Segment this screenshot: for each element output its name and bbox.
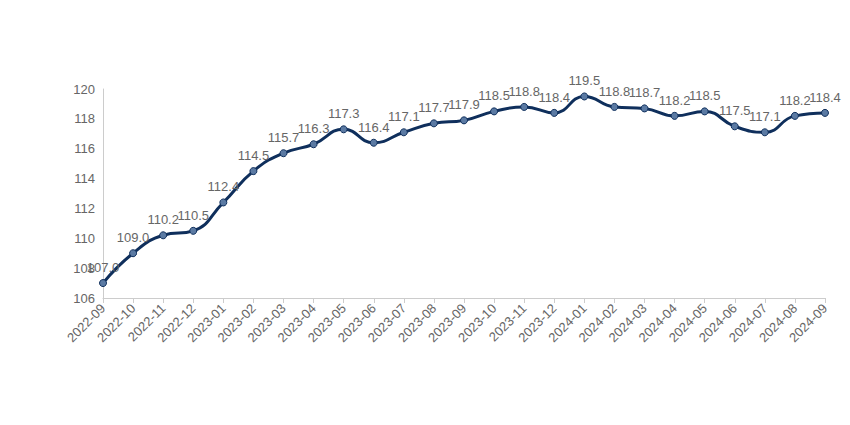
svg-text:110.2: 110.2 <box>147 212 179 227</box>
svg-text:2023-02: 2023-02 <box>214 300 259 345</box>
svg-text:116.4: 116.4 <box>358 120 390 135</box>
svg-text:2023-12: 2023-12 <box>515 300 560 345</box>
svg-text:2022-11: 2022-11 <box>124 300 169 345</box>
svg-text:118.4: 118.4 <box>809 90 841 105</box>
svg-text:117.1: 117.1 <box>388 109 420 124</box>
svg-text:2023-01: 2023-01 <box>184 300 229 345</box>
svg-text:2023-07: 2023-07 <box>364 300 410 345</box>
svg-text:115.7: 115.7 <box>268 130 300 145</box>
svg-text:2024-09: 2024-09 <box>786 301 830 345</box>
svg-text:112.4: 112.4 <box>208 179 240 194</box>
svg-text:112: 112 <box>74 201 95 216</box>
svg-text:114: 114 <box>74 171 95 186</box>
svg-text:117.7: 117.7 <box>418 100 450 115</box>
svg-text:114.5: 114.5 <box>238 148 270 163</box>
svg-text:118.2: 118.2 <box>779 93 811 108</box>
svg-text:118.2: 118.2 <box>659 93 691 108</box>
svg-text:109.0: 109.0 <box>117 230 150 245</box>
svg-text:2022-12: 2022-12 <box>154 300 199 345</box>
svg-text:2024-01: 2024-01 <box>545 300 590 345</box>
svg-text:2023-04: 2023-04 <box>274 300 319 345</box>
svg-text:117.1: 117.1 <box>749 109 781 124</box>
svg-text:117.9: 117.9 <box>448 97 480 112</box>
svg-text:2024-07: 2024-07 <box>725 300 771 345</box>
svg-text:2022-09: 2022-09 <box>64 300 109 345</box>
svg-text:119.5: 119.5 <box>569 73 601 88</box>
svg-text:2024-04: 2024-04 <box>635 300 680 345</box>
svg-text:118.7: 118.7 <box>629 85 661 100</box>
svg-text:120: 120 <box>73 82 95 97</box>
svg-text:118.8: 118.8 <box>599 84 631 99</box>
svg-text:116: 116 <box>74 141 95 156</box>
svg-text:118.8: 118.8 <box>508 84 540 99</box>
svg-text:110: 110 <box>74 231 95 246</box>
svg-text:2024-02: 2024-02 <box>575 300 620 345</box>
svg-text:2023-09: 2023-09 <box>425 300 470 345</box>
svg-text:2023-06: 2023-06 <box>334 300 380 345</box>
svg-text:2023-03: 2023-03 <box>244 300 289 345</box>
svg-text:118.5: 118.5 <box>689 88 721 103</box>
svg-text:118.5: 118.5 <box>478 88 510 103</box>
svg-text:106: 106 <box>73 291 95 306</box>
svg-text:2024-03: 2024-03 <box>605 300 650 345</box>
svg-text:116.3: 116.3 <box>298 121 330 136</box>
svg-text:2023-08: 2023-08 <box>394 300 440 345</box>
svg-text:2023-05: 2023-05 <box>304 300 349 345</box>
svg-text:2023-11: 2023-11 <box>485 300 530 345</box>
svg-text:107.0: 107.0 <box>87 260 120 275</box>
svg-text:117.5: 117.5 <box>719 103 751 118</box>
svg-text:2023-10: 2023-10 <box>455 300 500 345</box>
svg-text:117.3: 117.3 <box>328 106 360 121</box>
svg-text:2024-06: 2024-06 <box>695 300 741 345</box>
svg-text:2022-10: 2022-10 <box>94 300 139 345</box>
svg-text:108: 108 <box>73 260 95 276</box>
svg-text:118: 118 <box>74 111 95 126</box>
svg-text:110.5: 110.5 <box>177 208 209 223</box>
svg-text:2024-08: 2024-08 <box>755 300 801 345</box>
svg-text:2024-05: 2024-05 <box>665 300 710 345</box>
svg-text:118.4: 118.4 <box>538 90 570 105</box>
